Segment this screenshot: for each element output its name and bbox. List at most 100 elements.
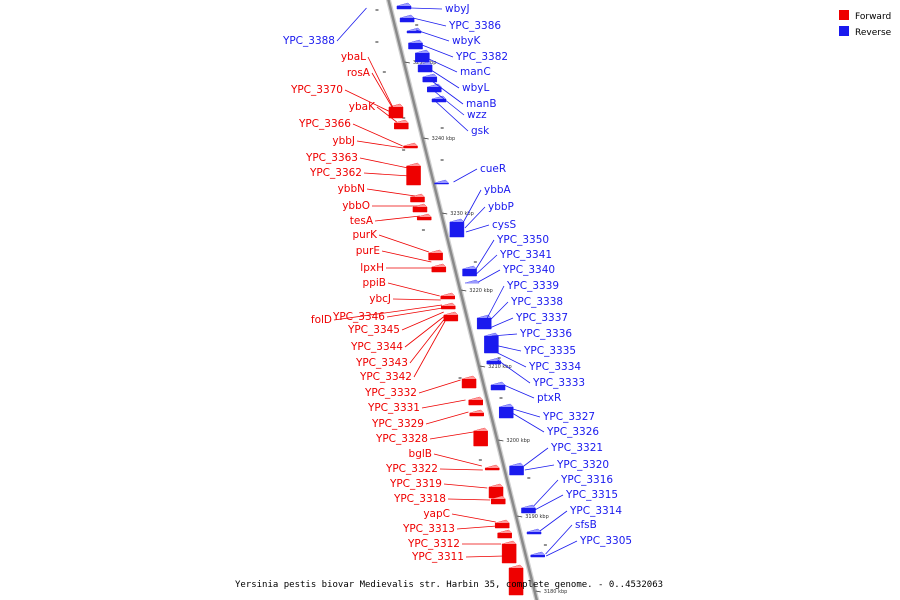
tick-mark (535, 590, 541, 593)
forward-leader-line (376, 106, 397, 123)
reverse-leader-line (474, 239, 495, 271)
legend: Forward Reverse (839, 10, 892, 38)
forward-gene-block-highlight (441, 303, 456, 306)
reverse-gene-label: YPC_3339 (506, 280, 559, 292)
reverse-gene-label: YPC_3305 (579, 535, 632, 547)
genome-axis (387, 0, 539, 600)
forward-gene-label: YPC_3362 (309, 167, 362, 179)
forward-gene-block (488, 483, 504, 499)
reverse-gene-label: YPC_3316 (560, 474, 613, 486)
forward-leader-line (378, 234, 429, 253)
reverse-leader-line (539, 510, 568, 532)
forward-leader-line (425, 411, 469, 425)
tick-mark (442, 212, 448, 215)
reverse-gene-label: YPC_3336 (519, 328, 572, 340)
reverse-gene-block-highlight (509, 463, 524, 466)
forward-gene-block-highlight (485, 465, 500, 468)
forward-gene-label: YPC_3312 (407, 538, 460, 550)
reverse-gene-block-highlight (418, 62, 433, 65)
forward-leader-line (433, 453, 482, 467)
tick-label: 3190 kbp (525, 514, 549, 520)
reverse-gene-label: YPC_3315 (565, 489, 618, 501)
forward-gene-label: YPC_3345 (347, 324, 400, 336)
legend-reverse-label: Reverse (855, 28, 892, 38)
reverse-gene-label: manB (466, 98, 497, 110)
reverse-gene-label: YPC_3333 (532, 377, 585, 389)
forward-gene-label: YPC_3388 (282, 35, 335, 47)
forward-gene-label: YPC_3318 (393, 493, 446, 505)
forward-leader-line (443, 483, 488, 489)
reverse-leader-line (415, 29, 450, 42)
forward-gene-block-highlight (469, 410, 484, 413)
forward-gene-block-highlight (509, 565, 524, 568)
forward-leader-line (363, 172, 411, 177)
reverse-gene-block (498, 403, 514, 419)
forward-leader-line (456, 525, 497, 530)
tick-label: 3240 kbp (432, 136, 456, 142)
forward-gene-block-highlight (394, 120, 409, 123)
forward-leader-line (356, 140, 404, 149)
legend-forward-label: Forward (855, 12, 891, 22)
reverse-gene-label: YPC_3340 (502, 264, 555, 276)
reverse-gene-block-highlight (400, 15, 415, 18)
forward-gene-block-highlight (412, 204, 427, 207)
genome-caption: Yersinia pestis biovar Medievalis str. H… (235, 580, 663, 590)
tick-mark (404, 61, 410, 64)
reverse-gene-label: YPC_3327 (542, 411, 595, 423)
reverse-gene-label: gsk (471, 125, 490, 137)
reverse-leader-line (523, 447, 549, 467)
forward-leader-line (429, 431, 474, 440)
forward-gene-label: bglB (409, 448, 432, 460)
forward-leader-line (439, 468, 483, 471)
forward-leader-line (421, 399, 466, 409)
reverse-gene-block-highlight (484, 333, 499, 336)
forward-leader-line (418, 379, 461, 394)
reverse-gene-label: ybbA (484, 184, 512, 196)
forward-gene-label: rosA (347, 67, 371, 79)
reverse-leader-line (424, 65, 460, 89)
forward-gene-label: YPC_3343 (355, 357, 408, 369)
forward-gene-label: ybbJ (332, 135, 355, 147)
forward-leader-line (451, 513, 496, 523)
forward-gene-label: ybaK (349, 101, 376, 113)
forward-gene-block-highlight (491, 496, 506, 499)
reverse-leader-line (545, 524, 573, 555)
tick-mark (498, 439, 504, 442)
reverse-gene-label: sfsB (575, 519, 597, 531)
reverse-leader-line (495, 351, 527, 368)
forward-gene-block (406, 162, 421, 186)
tick-label: 3230 kbp (450, 211, 474, 217)
reverse-leader-line (427, 77, 464, 105)
reverse-gene-block-highlight (462, 266, 477, 269)
forward-leader-line (447, 498, 491, 501)
forward-gene-label: ppiB (363, 277, 386, 289)
reverse-leader-line (489, 317, 514, 329)
reverse-leader-line (486, 285, 505, 319)
reverse-gene-label: YPC_3321 (550, 442, 603, 454)
reverse-gene-label: YPC_3382 (455, 51, 508, 63)
forward-gene-label: YPC_3332 (364, 387, 417, 399)
forward-gene-label: YPC_3366 (298, 118, 351, 130)
reverse-gene-label: YPC_3338 (510, 296, 563, 308)
forward-leader-line (465, 555, 505, 558)
reverse-gene-label: YPC_3334 (528, 361, 581, 373)
forward-gene-block-highlight (417, 214, 432, 217)
forward-leader-line (336, 7, 367, 42)
forward-gene-label: YPC_3344 (350, 341, 403, 353)
reverse-gene-label: YPC_3386 (448, 20, 501, 32)
tick-mark (461, 289, 467, 292)
reverse-gene-label: cysS (492, 219, 516, 231)
forward-leader-line (371, 72, 395, 111)
reverse-leader-line (503, 384, 535, 399)
forward-gene-label: ybcJ (369, 293, 391, 305)
forward-leader-line (387, 282, 440, 297)
forward-leader-line (374, 215, 421, 222)
reverse-leader-line (493, 344, 522, 352)
tick-mark (517, 515, 523, 518)
reverse-leader-line (432, 98, 469, 132)
tick-label: 3200 kbp (506, 438, 530, 444)
forward-gene-label: YPC_3331 (367, 402, 420, 414)
tick-label: 3220 kbp (469, 288, 493, 294)
forward-gene-block-highlight (443, 312, 458, 315)
reverse-gene-label: ybbP (488, 201, 514, 213)
